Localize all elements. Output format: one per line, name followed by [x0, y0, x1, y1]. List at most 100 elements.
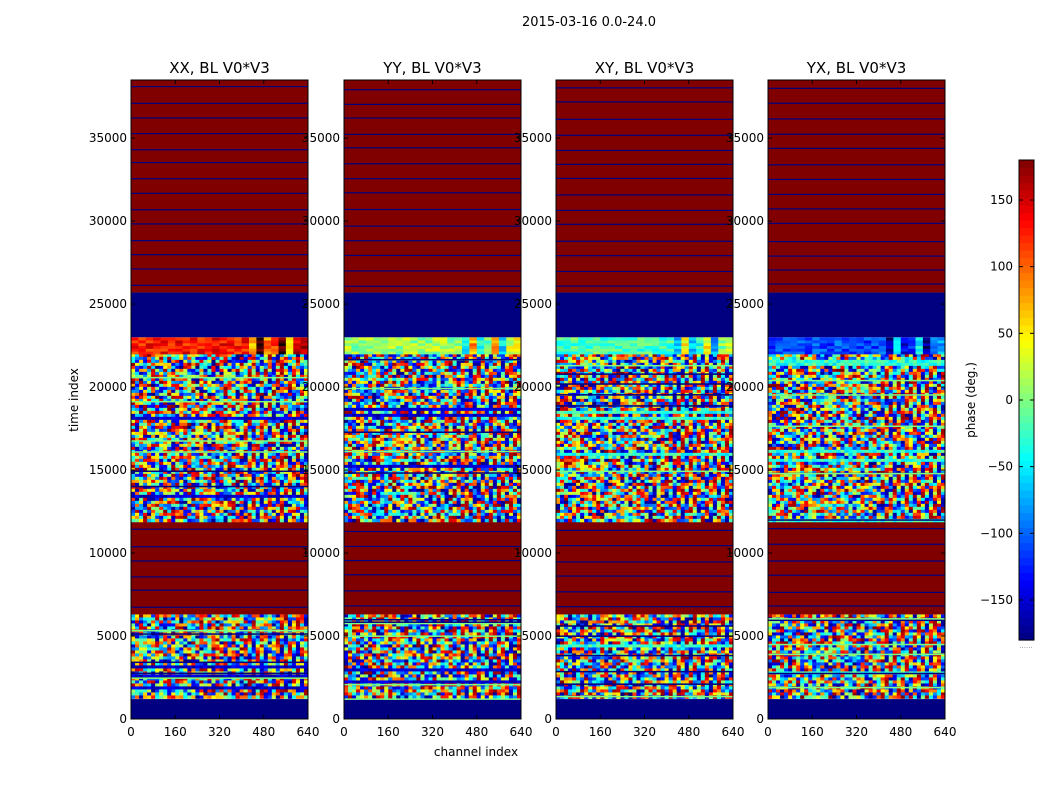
heatmap-cell	[267, 422, 273, 427]
heatmap-cell	[139, 428, 144, 433]
heatmap-cell	[167, 443, 172, 448]
heatmap-cell	[171, 452, 176, 457]
heatmap-cell	[147, 380, 152, 385]
heatmap-cell	[155, 509, 160, 514]
heatmap-cell	[255, 365, 261, 370]
heatmap-cell	[199, 446, 204, 451]
heatmap-cell	[295, 422, 301, 427]
heatmap-cell	[187, 410, 192, 415]
heatmap-cell	[159, 398, 164, 403]
heatmap-cell	[516, 659, 522, 663]
heatmap-cell	[175, 371, 180, 376]
heatmap-cell	[183, 479, 188, 484]
heatmap-cell	[512, 668, 518, 672]
heatmap-cell	[404, 674, 409, 678]
heatmap-cell	[496, 656, 502, 660]
heatmap-cell	[259, 374, 265, 379]
heatmap-cell	[291, 362, 297, 367]
heatmap-cell	[155, 692, 160, 696]
heatmap-cell	[227, 662, 233, 666]
heatmap-cell	[227, 377, 233, 382]
heatmap-cell	[167, 506, 172, 511]
heatmap-cell	[468, 638, 474, 642]
heatmap-cell	[283, 491, 289, 496]
heatmap-cell	[376, 665, 381, 669]
heatmap-cell	[227, 656, 233, 660]
heatmap-cell	[295, 656, 301, 660]
heatmap-cell	[155, 677, 160, 681]
heatmap-cell	[271, 518, 277, 523]
heatmap-cell	[448, 641, 454, 645]
heatmap-cells	[344, 80, 522, 719]
heatmap-cell	[219, 351, 228, 355]
heatmap-cell	[295, 470, 301, 475]
heatmap-cell	[291, 635, 297, 639]
heatmap-cell	[227, 626, 233, 630]
heatmap-cell	[271, 476, 277, 481]
heatmap-cell	[155, 674, 160, 678]
heatmap-cell	[167, 422, 172, 427]
heatmap-cell	[179, 494, 184, 499]
heatmap-cell	[255, 638, 261, 642]
heatmap-cell	[259, 503, 265, 508]
heatmap-cell	[251, 692, 257, 696]
heatmap-cell	[215, 443, 220, 448]
heatmap-cell	[231, 413, 237, 418]
heatmap-cell	[183, 626, 188, 630]
heatmap-cell	[460, 614, 466, 618]
heatmap-cell	[155, 635, 160, 639]
heatmap-cell	[295, 506, 301, 511]
heatmap-cell	[283, 497, 289, 502]
heatmap-cell	[476, 677, 482, 681]
heatmap-cell	[167, 479, 172, 484]
heatmap-cell	[243, 368, 249, 373]
heatmap-cell	[436, 674, 442, 678]
heatmap-cell	[392, 656, 397, 660]
heatmap-cell	[143, 614, 148, 618]
heatmap-cell	[191, 359, 196, 364]
heatmap-cell	[199, 617, 204, 621]
heatmap-cell	[364, 635, 369, 639]
heatmap-cell	[131, 473, 136, 478]
heatmap-cell	[267, 371, 273, 376]
heatmap-cell	[239, 659, 245, 663]
heatmap-cell	[412, 635, 417, 639]
heatmap-cell	[283, 626, 289, 630]
heatmap-cell	[155, 476, 160, 481]
heatmap-cell	[279, 380, 285, 385]
heatmap-cell	[267, 491, 273, 496]
heatmap-cell	[211, 692, 216, 696]
heatmap-cell	[440, 650, 446, 654]
heatmap-cell	[279, 386, 285, 391]
heatmap-cell	[259, 515, 265, 520]
heatmap-cell	[159, 377, 164, 382]
heatmap-cell	[299, 437, 305, 442]
heatmap-cell	[195, 641, 200, 645]
heatmap-cell	[291, 638, 297, 642]
heatmap-cell	[287, 428, 293, 433]
heatmap-cell	[259, 413, 265, 418]
heatmap-cell	[199, 491, 204, 496]
heatmap-cell	[171, 626, 176, 630]
heatmap-cell	[191, 683, 196, 687]
heatmap-cell	[287, 653, 293, 657]
heatmap-cell	[263, 371, 269, 376]
heatmap-cell	[299, 479, 305, 484]
heatmap-cell	[163, 641, 168, 645]
heatmap-cell	[187, 653, 192, 657]
heatmap-cell	[287, 635, 293, 639]
heatmap-cell	[139, 641, 144, 645]
heatmap-cell	[444, 656, 450, 660]
heatmap-cell	[243, 509, 249, 514]
heatmap-cell	[215, 650, 220, 654]
heatmap-cell	[267, 389, 273, 394]
heatmap-cell	[299, 443, 305, 448]
heatmap-cell	[271, 389, 277, 394]
heatmap-cell	[171, 365, 176, 370]
heatmap-cell	[255, 476, 261, 481]
heatmap-cell	[372, 677, 377, 681]
heatmap-cell	[195, 500, 200, 505]
heatmap-cell	[428, 671, 433, 675]
heatmap-cell	[219, 470, 225, 475]
heatmap-cell	[279, 686, 285, 690]
